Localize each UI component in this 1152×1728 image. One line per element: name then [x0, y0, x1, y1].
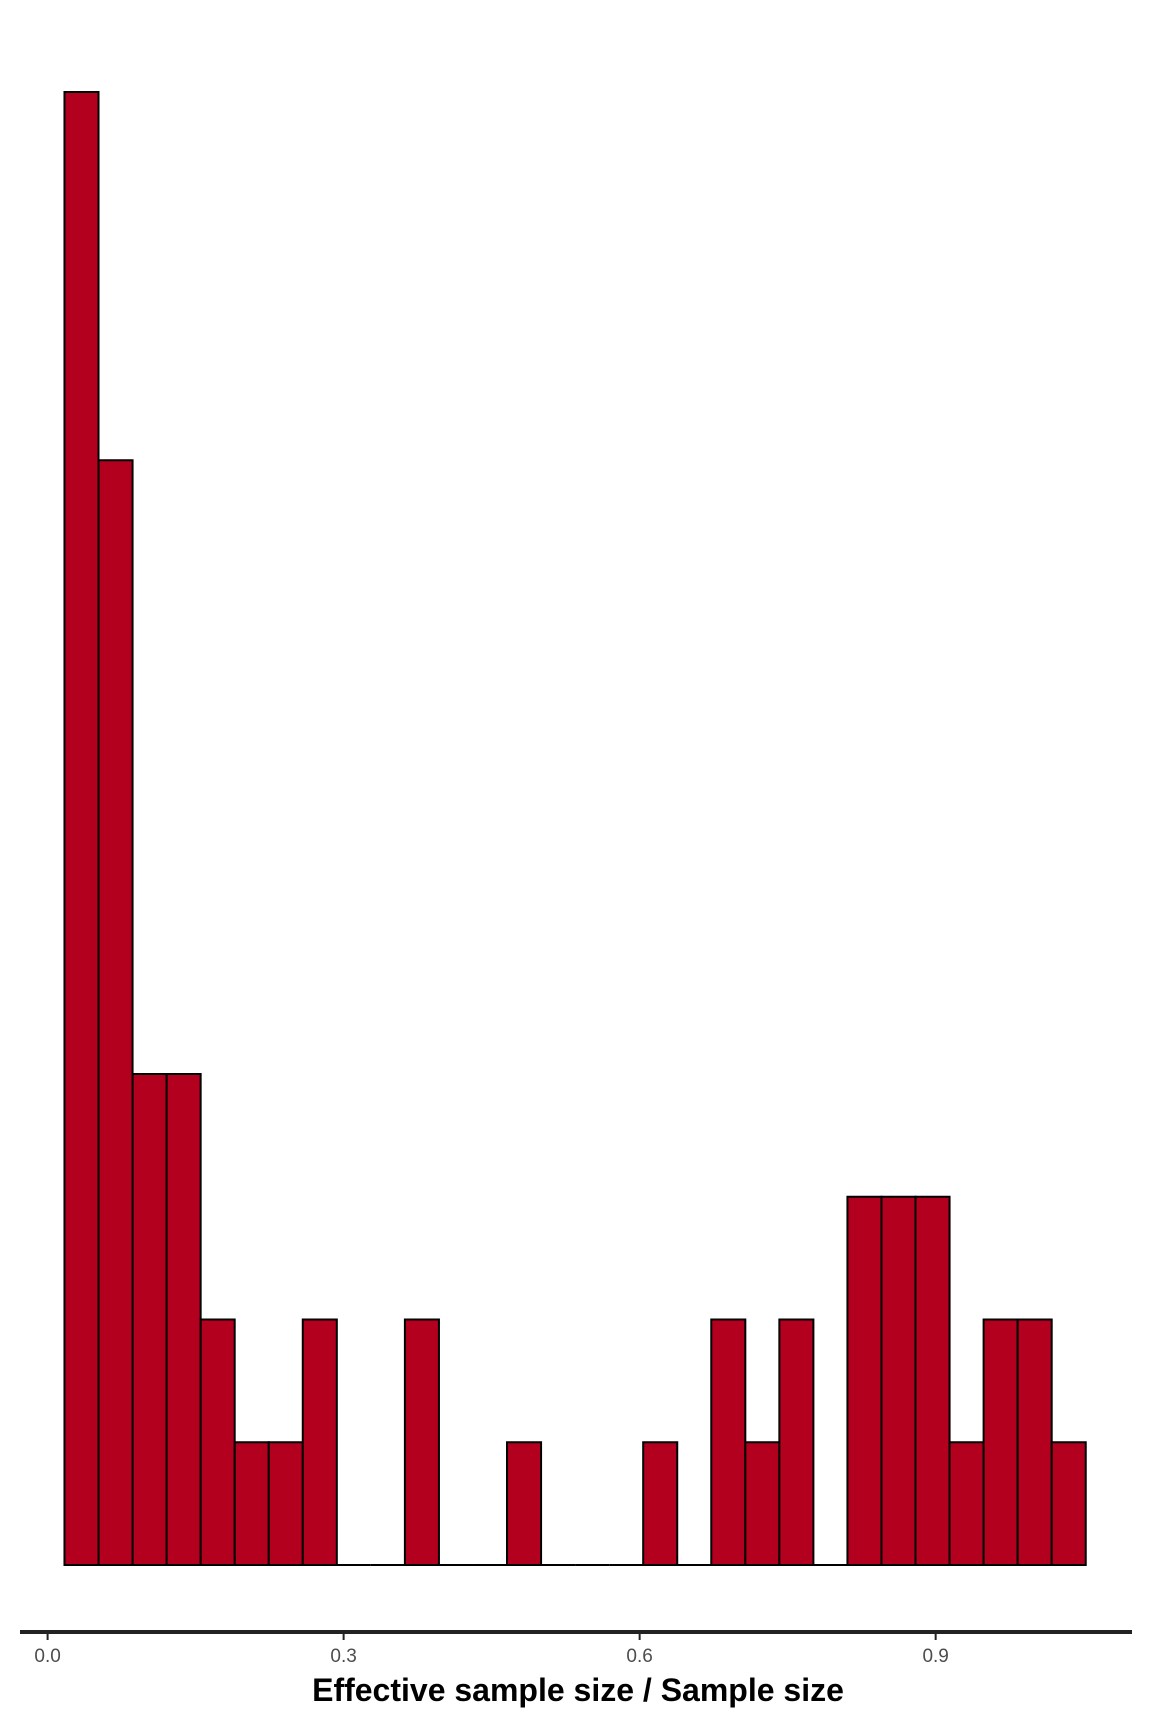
histogram-bar-4 — [199, 1318, 236, 1566]
histogram-bar-13 — [506, 1441, 543, 1566]
histogram-bars — [63, 91, 1087, 1566]
histogram-bar-7 — [301, 1318, 338, 1566]
histogram-bar-3 — [165, 1073, 202, 1566]
histogram-bar-2 — [131, 1073, 168, 1566]
histogram-bar-20 — [744, 1441, 781, 1566]
histogram-bar-10 — [403, 1318, 440, 1566]
histogram-bar-29 — [1050, 1441, 1087, 1566]
x-tick-label-2: 0.6 — [626, 1646, 652, 1667]
histogram-bar-25 — [914, 1195, 951, 1566]
histogram-bar-19 — [710, 1318, 747, 1566]
x-tick-label-0: 0.0 — [34, 1646, 60, 1667]
histogram-bar-23 — [846, 1195, 883, 1566]
histogram-bar-27 — [982, 1318, 1019, 1566]
histogram-bar-5 — [233, 1441, 270, 1566]
x-axis-title: Effective sample size / Sample size — [312, 1672, 844, 1708]
x-axis-ticks: 0.0 0.3 0.6 0.9 — [34, 1634, 949, 1667]
histogram-bar-17 — [642, 1441, 679, 1566]
histogram-bar-28 — [1016, 1318, 1053, 1566]
histogram-bar-6 — [267, 1441, 304, 1566]
x-tick-label-3: 0.9 — [922, 1646, 948, 1667]
x-tick-label-1: 0.3 — [330, 1646, 356, 1667]
histogram-bar-24 — [880, 1195, 917, 1566]
histogram-bar-0 — [63, 91, 100, 1566]
histogram-bar-26 — [948, 1441, 985, 1566]
histogram-bar-1 — [97, 459, 134, 1566]
histogram-bar-21 — [778, 1318, 815, 1566]
